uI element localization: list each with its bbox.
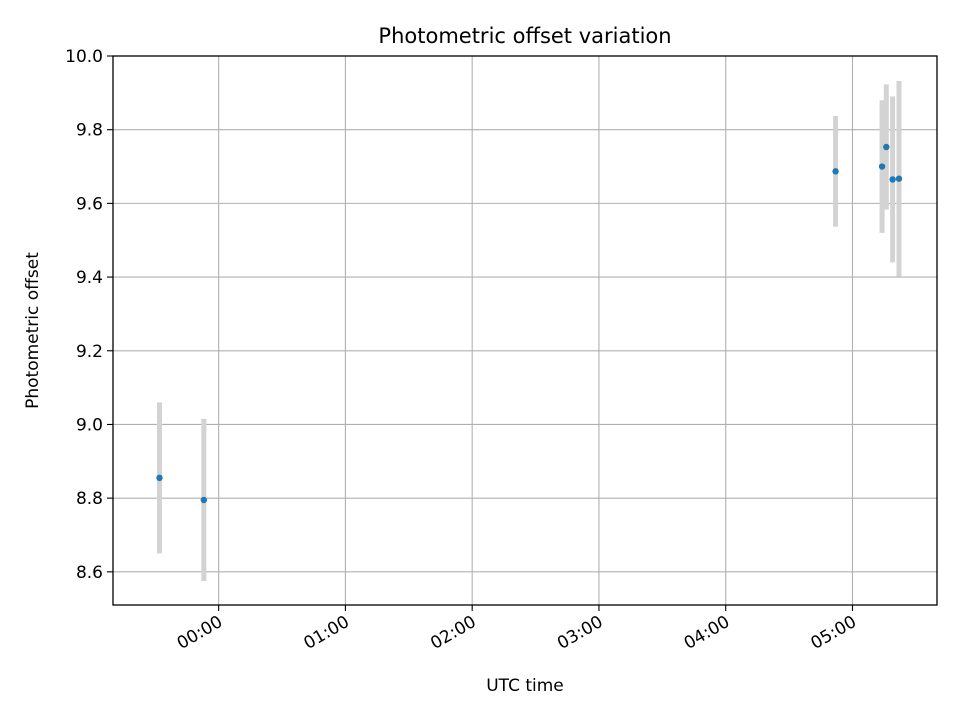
chart-title: Photometric offset variation (378, 24, 671, 48)
y-axis-ticks: 8.6 8.8 9.0 9.2 9.4 9.6 9.8 10.0 (65, 47, 113, 583)
y-tick-label: 9.4 (76, 268, 103, 288)
y-tick-label: 10.0 (65, 47, 103, 67)
y-tick-label: 8.8 (76, 489, 103, 509)
data-point (889, 176, 896, 183)
y-tick-label: 9.6 (76, 194, 103, 214)
data-point (832, 168, 839, 175)
data-point (156, 474, 163, 482)
data-point (200, 496, 208, 504)
y-tick-label: 9.0 (76, 415, 103, 435)
plot-frame (112, 55, 938, 606)
data-point (878, 163, 886, 170)
y-axis-label: Photometric offset (23, 252, 43, 409)
x-axis-label: UTC time (486, 676, 564, 696)
data-point (895, 175, 903, 182)
y-tick-label: 8.6 (76, 563, 103, 583)
data-point (883, 143, 890, 151)
y-tick-label: 9.8 (76, 121, 103, 141)
y-tick-label: 9.2 (76, 342, 103, 362)
data-points (156, 143, 903, 504)
